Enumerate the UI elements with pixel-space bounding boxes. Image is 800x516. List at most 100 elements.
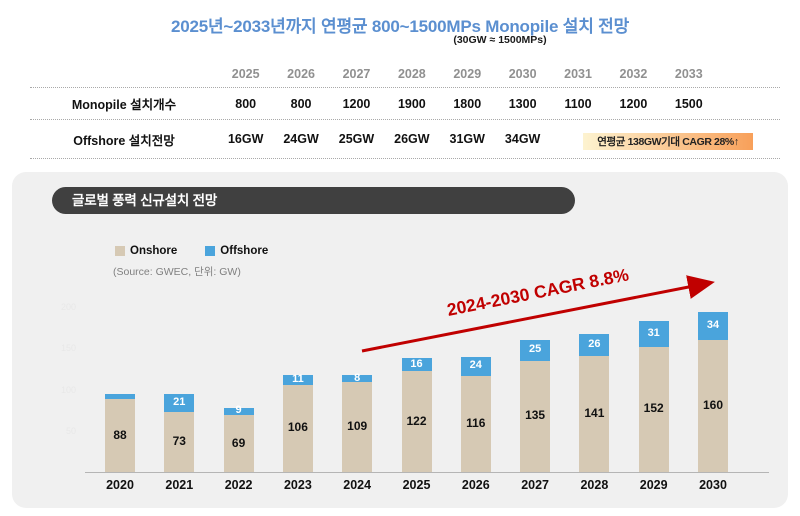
offshore-bar-segment <box>460 356 491 377</box>
onshore-bar-segment <box>223 415 254 472</box>
y-axis-tick-label: 100 <box>60 384 76 395</box>
offshore-row: Offshore 설치전망 16GW 24GW 25GW 26GW 31GW 34GW 연… <box>30 120 780 159</box>
cagr-note-arrow: 연평균 138GW기대 CAGR 28%↑ <box>583 133 753 150</box>
table-value-cell: 1900 <box>397 96 426 111</box>
year-header-cell: 2033 <box>674 66 703 81</box>
row-label: Offshore 설치전망 <box>73 133 175 148</box>
legend-label-onshore: Onshore <box>130 245 178 257</box>
bar-plot: 88 2020 73 21 2021 69 9 2022 106 11 2023 109 8 2024 12… <box>12 172 788 508</box>
onshore-bar-segment <box>698 340 728 472</box>
onshore-value-label: 122 <box>406 413 427 428</box>
onshore-bar-segment <box>401 371 432 472</box>
offshore-swatch-icon <box>205 246 216 256</box>
year-header-cell: 2032 <box>619 66 648 81</box>
offshore-bar-segment <box>105 393 135 400</box>
onshore-value-label: 88 <box>113 427 127 442</box>
onshore-value-label: 109 <box>347 419 368 434</box>
onshore-bar-segment <box>282 384 313 472</box>
x-axis-label: 2020 <box>106 478 134 492</box>
offshore-value-label: 11 <box>292 373 304 385</box>
table-value-cell: 26GW <box>394 132 430 146</box>
onshore-value-label: 152 <box>643 401 664 416</box>
onshore-value-label: 73 <box>172 433 186 448</box>
table-value-cell: 1500 <box>674 96 703 111</box>
offshore-bar-segment <box>223 407 254 416</box>
x-axis-label: 2024 <box>343 478 372 492</box>
onshore-bar-segment <box>579 355 610 472</box>
onshore-bar-segment <box>342 382 373 472</box>
table-value-cell: 25GW <box>338 132 375 146</box>
forecast-table: 2025 2026 2027 2028 2029 2030 2031 2032 2033 Mon… <box>30 60 780 159</box>
year-header-cell: 2029 <box>453 66 482 81</box>
onshore-bar-segment <box>520 360 551 472</box>
section-panel: 글로벌 풍력 신규설치 전망 Onshore Offshore (Source:… <box>12 172 788 508</box>
x-axis-label: 2028 <box>580 478 609 492</box>
onshore-value-label: 106 <box>287 420 308 435</box>
onshore-bar-segment <box>638 346 669 472</box>
chart-legend: Onshore Offshore <box>115 245 268 257</box>
offshore-value-label: 21 <box>173 396 186 409</box>
legend-item-onshore: Onshore <box>115 245 177 257</box>
offshore-value-label: 24 <box>469 359 482 372</box>
offshore-bar-segment <box>342 375 373 383</box>
onshore-value-label: 116 <box>466 416 486 431</box>
year-header-cell: 2025 <box>231 66 260 81</box>
table-value-cell: 800 <box>290 96 312 111</box>
offshore-value-label: 34 <box>706 318 720 331</box>
offshore-value-label: 26 <box>588 337 601 350</box>
year-header-cell: 2026 <box>287 66 315 81</box>
onshore-value-label: 69 <box>231 435 246 450</box>
table-value-cell: 34GW <box>504 132 541 146</box>
table-value-cell: 1800 <box>453 96 482 111</box>
y-axis-tick-label: 200 <box>60 302 76 312</box>
table-year-row: 2025 2026 2027 2028 2029 2030 2031 2032 2033 <box>30 60 780 88</box>
x-axis-label: 2029 <box>639 478 668 492</box>
year-header-cell: 2031 <box>564 66 592 81</box>
offshore-value-label: 8 <box>354 371 361 384</box>
onshore-bar-segment <box>460 376 491 472</box>
y-axis-tick-label: 50 <box>65 425 76 436</box>
table-value-cell: 1300 <box>508 96 537 111</box>
table-value-cell: 1200 <box>619 96 648 111</box>
x-axis-label: 2022 <box>224 478 253 492</box>
x-axis-label: 2023 <box>283 478 312 492</box>
offshore-bar-segment <box>401 358 432 372</box>
source-note: (Source: GWEC, 단위: GW) <box>113 266 241 278</box>
legend-label-offshore: Offshore <box>220 245 269 257</box>
page-subtitle: (30GW ≈ 1500MPs) <box>453 34 547 46</box>
offshore-bar-segment <box>282 375 313 385</box>
onshore-value-label: 135 <box>525 408 546 423</box>
table-value-cell: 16GW <box>227 132 264 146</box>
y-axis-tick-label: 150 <box>60 343 76 354</box>
legend-item-offshore: Offshore <box>205 245 268 257</box>
onshore-value-label: 160 <box>702 398 724 412</box>
table-value-cell: 800 <box>235 96 257 111</box>
row-label: Monopile 설치개수 <box>71 98 177 112</box>
onshore-bar-segment <box>164 411 195 472</box>
page-title: 2025년~2033년까지 연평균 800~1500MPs Monopile 설… <box>170 17 630 36</box>
x-axis-label: 2030 <box>699 478 727 492</box>
onshore-value-label: 141 <box>584 405 605 420</box>
x-axis-label: 2021 <box>165 478 194 492</box>
x-axis-label: 2025 <box>402 478 431 492</box>
offshore-value-label: 31 <box>647 326 660 339</box>
year-header-cell: 2028 <box>397 66 426 81</box>
section-title-pill: 글로벌 풍력 신규설치 전망 <box>52 187 575 214</box>
table-value-cell: 1100 <box>564 96 592 111</box>
monopile-row: Monopile 설치개수 800 800 1200 1900 1800 1300 1100 1… <box>30 88 780 120</box>
table-value-cell: 31GW <box>449 132 485 146</box>
offshore-value-label: 16 <box>410 357 423 370</box>
section-title: 글로벌 풍력 신규설치 전망 <box>72 193 218 208</box>
x-axis-label: 2027 <box>521 478 549 492</box>
offshore-bar-segment <box>164 394 195 412</box>
cagr-note-text: 연평균 138GW기대 CAGR 28%↑ <box>597 136 739 148</box>
x-axis-label: 2026 <box>461 478 490 492</box>
onshore-bar-segment <box>105 399 135 472</box>
offshore-value-label: 9 <box>235 404 242 417</box>
onshore-swatch-icon <box>115 246 125 256</box>
table-value-cell: 24GW <box>283 132 319 146</box>
x-axis-line <box>85 472 769 473</box>
offshore-value-label: 25 <box>528 343 542 356</box>
year-header-cell: 2027 <box>342 66 371 81</box>
